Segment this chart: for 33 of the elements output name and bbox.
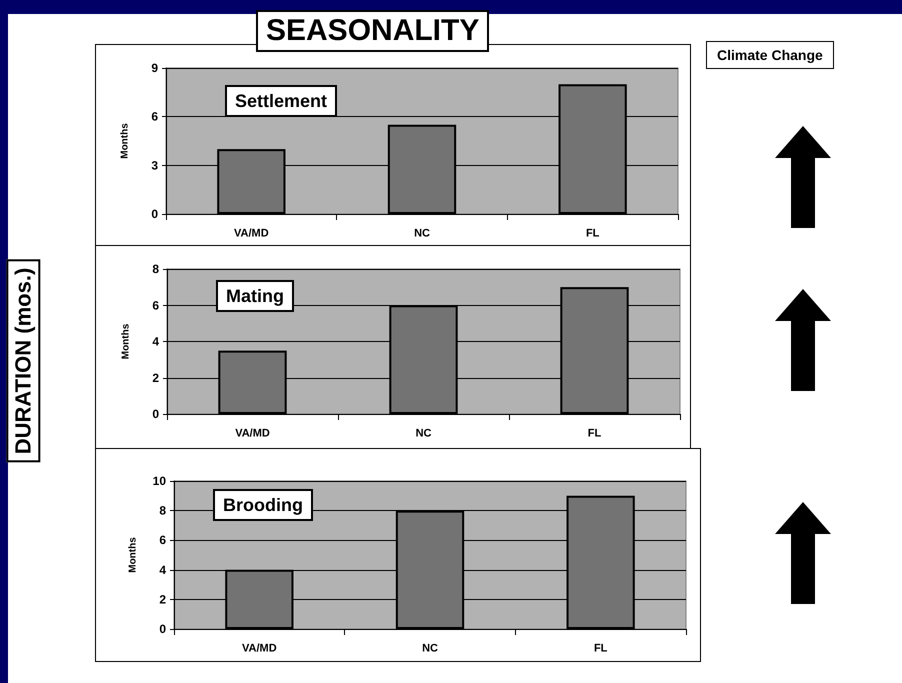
y-tick-label: 2 [159, 592, 166, 606]
y-tick-label: 6 [151, 110, 158, 124]
y-tick-label: 4 [159, 562, 166, 577]
y-tick-label: 3 [151, 158, 158, 172]
x-tick-label: VA/MD [234, 228, 269, 240]
x-tick-label: FL [588, 428, 602, 440]
y-tick-label: 6 [152, 298, 160, 312]
text: Climate Change [706, 41, 834, 69]
y-tick-label: 8 [159, 504, 166, 518]
x-tick-label: NC [422, 642, 438, 654]
x-tick-label: NC [414, 228, 430, 240]
x-tick-label: VA/MD [242, 642, 277, 654]
y-tick-label: 2 [152, 370, 160, 385]
y-tick-label: 10 [152, 474, 166, 488]
text: SEASONALITY [256, 10, 490, 52]
y-tick-label: 6 [159, 533, 166, 548]
text: Settlement [235, 91, 328, 111]
text: DURATION (mos.) [6, 260, 40, 462]
y-axis-title: Months [120, 323, 132, 360]
y-axis-title: Months [120, 122, 130, 159]
y-axis-title: Months [128, 536, 138, 573]
y-tick-label: 0 [151, 207, 158, 221]
x-tick-label: VA/MD [235, 428, 270, 440]
text: Brooding [223, 495, 303, 515]
x-tick-label: FL [594, 642, 608, 654]
x-tick-label: FL [586, 228, 600, 240]
y-tick-label: 8 [152, 262, 160, 276]
y-tick-label: 4 [152, 334, 160, 348]
x-tick-label: NC [416, 428, 432, 440]
y-tick-label: 0 [152, 407, 160, 421]
y-tick-label: 0 [159, 622, 166, 636]
text: Mating [226, 286, 284, 306]
y-tick-label: 9 [151, 61, 158, 75]
